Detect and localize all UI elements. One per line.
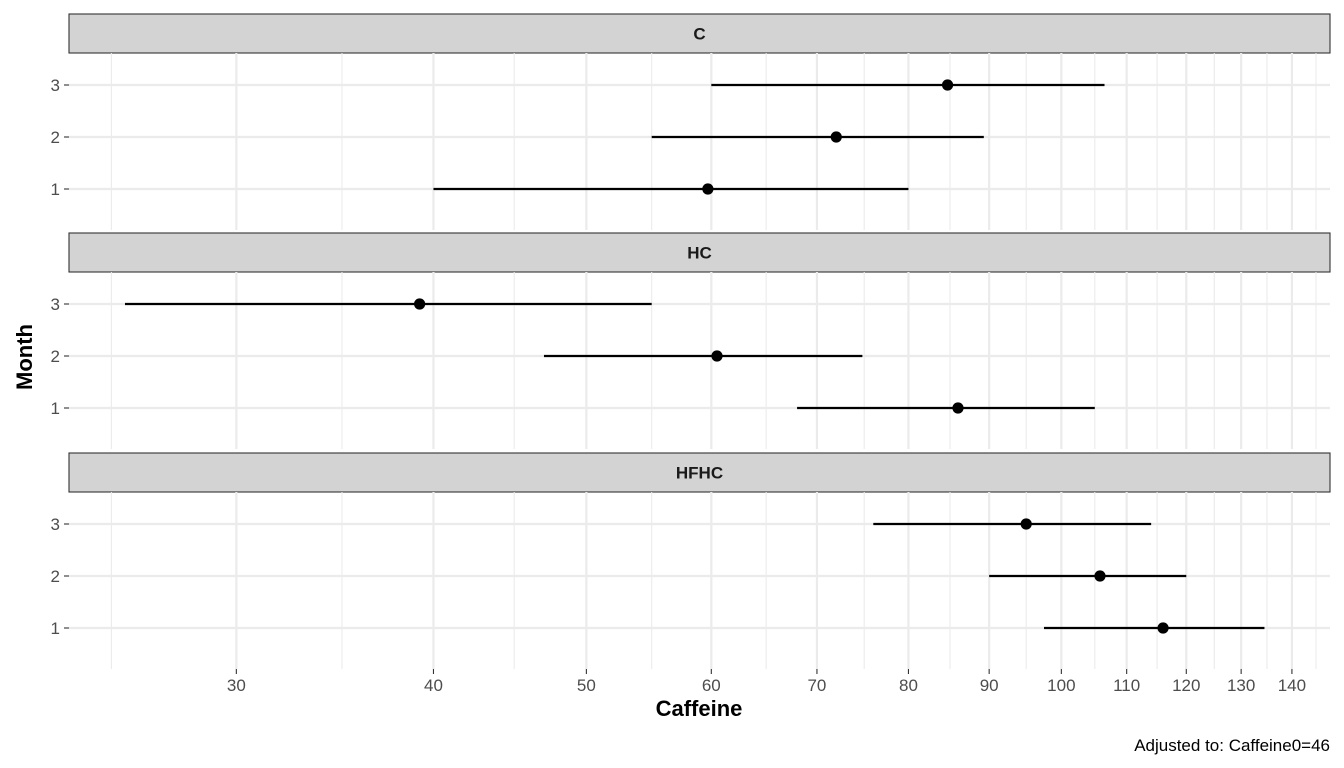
facet-strip [68,232,1331,273]
x-tick-label: 110 [1113,676,1140,695]
panel-c: C 1 2 3 [51,13,1331,230]
x-tick-label: 80 [899,676,918,695]
estimate-point [1157,622,1169,634]
facet-strip-label: HC [687,244,712,263]
x-tick-label: 30 [227,676,246,695]
x-tick-label: 50 [577,676,596,695]
y-tick-label: 1 [51,399,60,418]
panel-hfhc: HFHC 1 2 3 [51,452,1331,669]
estimate-point [952,402,964,414]
facet-strip-label: C [693,25,705,44]
y-tick-label: 2 [51,347,60,366]
x-tick-label: 70 [807,676,826,695]
y-tick-label: 2 [51,128,60,147]
x-tick-label: 120 [1172,676,1200,695]
chart-caption: Adjusted to: Caffeine0=46 [1134,736,1330,755]
panel-hc: HC 1 2 3 [51,232,1331,449]
estimate-point [711,350,723,362]
x-tick-label: 100 [1047,676,1075,695]
x-axis-title: Caffeine [656,696,743,721]
estimate-point [830,131,842,143]
y-tick-label: 3 [51,515,60,534]
y-axis-title: Month [12,324,37,390]
facet-strip [68,452,1331,493]
panels-group: C 1 2 3 HC 1 2 3 HFHC 1 2 3 [51,13,1331,669]
x-tick-label: 90 [980,676,999,695]
estimate-point [941,79,954,91]
y-tick-label: 3 [51,76,60,95]
estimate-point [1020,518,1032,530]
estimate-point [702,183,714,195]
y-tick-label: 2 [51,567,60,586]
estimate-point [414,298,426,310]
facet-strip-label: HFHC [676,464,723,483]
estimate-point [1094,570,1106,582]
x-tick-label: 60 [702,676,721,695]
x-tick-label: 140 [1278,676,1306,695]
y-tick-label: 3 [51,295,60,314]
y-tick-label: 1 [51,180,60,199]
x-tick-label: 130 [1227,676,1255,695]
x-axis: 30 40 50 60 70 80 90 100 110 120 130 140 [227,669,1306,695]
x-tick-label: 40 [424,676,443,695]
facet-strip [68,13,1331,54]
y-tick-label: 1 [51,619,60,638]
